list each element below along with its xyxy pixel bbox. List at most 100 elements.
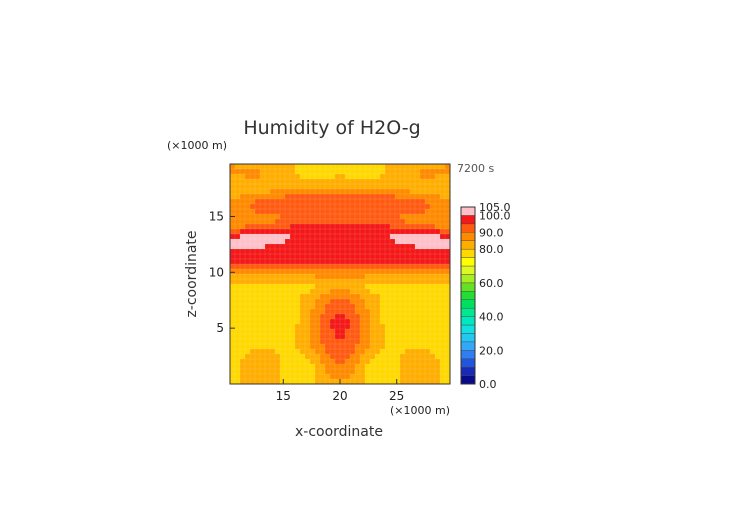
heatmap-cell	[245, 169, 251, 175]
heatmap-cell	[270, 359, 276, 365]
heatmap-cell	[445, 364, 450, 370]
heatmap-cell	[405, 354, 411, 360]
heatmap-cell	[305, 234, 311, 240]
heatmap-cell	[235, 214, 241, 220]
heatmap-cell	[230, 249, 236, 255]
heatmap-cell	[420, 229, 426, 235]
heatmap-cell	[270, 249, 276, 255]
heatmap-cell	[295, 374, 301, 380]
heatmap-cell	[400, 209, 406, 215]
heatmap-cell	[420, 244, 426, 250]
heatmap-cell	[255, 194, 261, 200]
heatmap-cell	[395, 274, 401, 280]
heatmap-cell	[410, 199, 416, 205]
heatmap-cell	[375, 379, 381, 384]
heatmap-cell	[235, 279, 241, 285]
heatmap-cell	[430, 284, 436, 290]
heatmap-cell	[430, 204, 436, 210]
heatmap-cell	[325, 219, 331, 225]
heatmap-cell	[260, 169, 266, 175]
heatmap-cell	[250, 344, 256, 350]
heatmap-cell	[410, 234, 416, 240]
colorbar-swatch	[460, 341, 476, 351]
heatmap-cell	[380, 199, 386, 205]
heatmap-cell	[260, 209, 266, 215]
heatmap-cell	[245, 379, 251, 384]
heatmap-cell	[245, 329, 251, 335]
heatmap-cell	[290, 339, 296, 345]
heatmap-cell	[335, 254, 341, 260]
heatmap-cell	[435, 329, 441, 335]
heatmap-cell	[385, 269, 391, 275]
heatmap-cell	[230, 194, 236, 200]
heatmap-cell	[285, 249, 291, 255]
heatmap-cell	[310, 284, 316, 290]
heatmap-cell	[355, 299, 361, 305]
heatmap-cell	[415, 319, 421, 325]
heatmap-cell	[365, 374, 371, 380]
heatmap-cell	[410, 179, 416, 185]
heatmap-cell	[240, 269, 246, 275]
heatmap-cell	[305, 314, 311, 320]
heatmap-cell	[325, 279, 331, 285]
heatmap-cell	[305, 269, 311, 275]
heatmap-cell	[235, 319, 241, 325]
heatmap-cell	[370, 219, 376, 225]
heatmap-cell	[430, 349, 436, 355]
heatmap-cell	[375, 229, 381, 235]
heatmap-cell	[335, 209, 341, 215]
heatmap-cell	[335, 364, 341, 370]
heatmap-cell	[230, 179, 236, 185]
heatmap-cell	[240, 349, 246, 355]
heatmap-cell	[305, 179, 311, 185]
heatmap-cell	[305, 239, 311, 245]
heatmap-cell	[345, 289, 351, 295]
heatmap-cell	[430, 289, 436, 295]
heatmap-cell	[315, 224, 321, 230]
heatmap-cell	[280, 249, 286, 255]
colorbar-swatch	[460, 223, 476, 233]
heatmap-cell	[335, 234, 341, 240]
heatmap-cell	[265, 239, 271, 245]
heatmap-cell	[375, 359, 381, 365]
heatmap-cell	[345, 169, 351, 175]
heatmap-cell	[355, 369, 361, 375]
heatmap-cell	[240, 254, 246, 260]
heatmap-cell	[290, 359, 296, 365]
heatmap-cell	[425, 334, 431, 340]
heatmap-cell	[245, 184, 251, 190]
heatmap-cell	[320, 234, 326, 240]
heatmap-cell	[350, 174, 356, 180]
heatmap-cell	[315, 304, 321, 310]
heatmap-cell	[425, 309, 431, 315]
heatmap-cell	[315, 229, 321, 235]
heatmap-cell	[365, 199, 371, 205]
heatmap-cell	[325, 234, 331, 240]
heatmap-cell	[255, 169, 261, 175]
heatmap-cell	[445, 249, 450, 255]
heatmap-cell	[340, 354, 346, 360]
heatmap-cell	[260, 314, 266, 320]
heatmap-cell	[365, 234, 371, 240]
heatmap-cell	[365, 364, 371, 370]
heatmap-cell	[435, 209, 441, 215]
heatmap-cell	[300, 359, 306, 365]
heatmap-cell	[315, 299, 321, 305]
heatmap-cell	[420, 379, 426, 384]
heatmap-cell	[250, 239, 256, 245]
heatmap-cell	[365, 164, 371, 170]
heatmap-cell	[275, 199, 281, 205]
heatmap-cell	[435, 369, 441, 375]
heatmap-cell	[265, 254, 271, 260]
heatmap-cell	[315, 374, 321, 380]
heatmap-cell	[385, 314, 391, 320]
heatmap-cell	[290, 319, 296, 325]
heatmap-cell	[375, 204, 381, 210]
heatmap-cell	[385, 304, 391, 310]
heatmap-cell	[255, 379, 261, 384]
heatmap-cell	[385, 279, 391, 285]
heatmap-cell	[345, 364, 351, 370]
heatmap-cell	[415, 259, 421, 265]
heatmap-cell	[260, 199, 266, 205]
heatmap-cell	[310, 169, 316, 175]
